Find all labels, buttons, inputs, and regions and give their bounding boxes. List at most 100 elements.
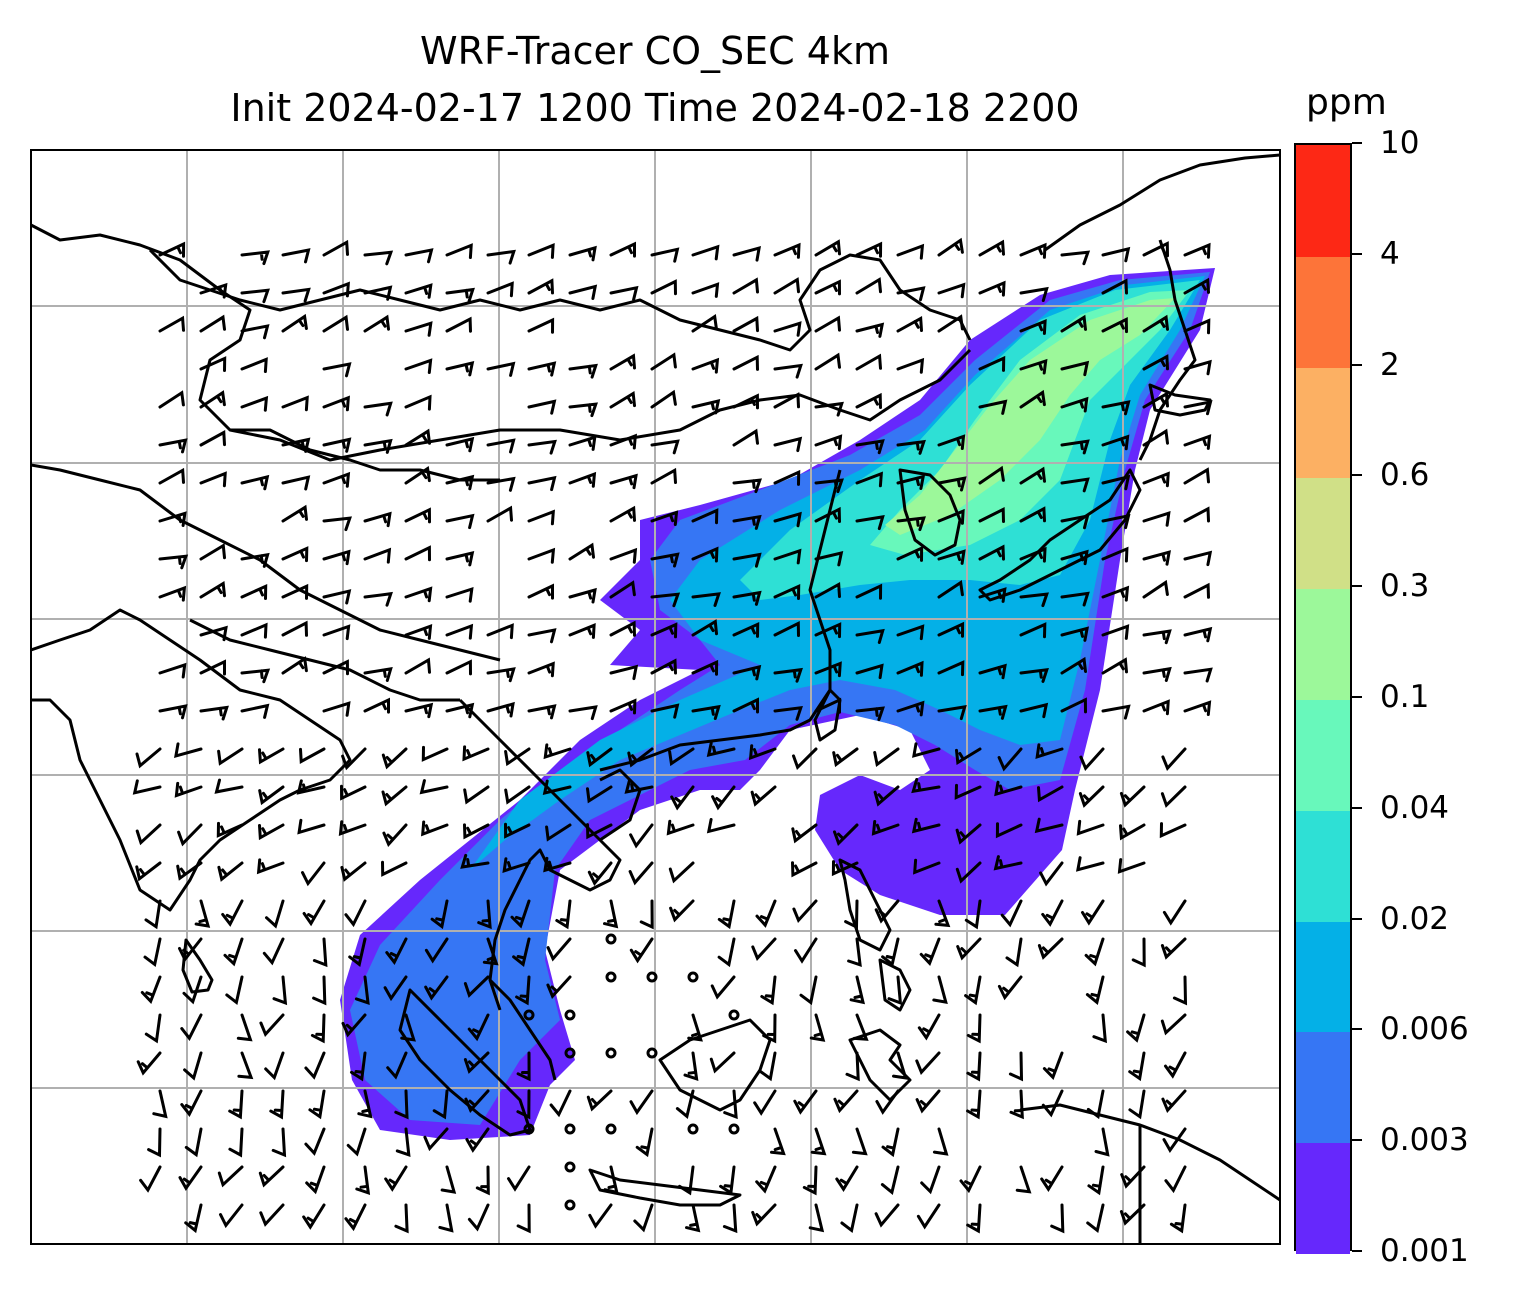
- wind-barb: [199, 314, 226, 333]
- wind-barb: [1183, 626, 1213, 643]
- calm-wind-marker: [605, 971, 617, 983]
- wind-barb: [650, 352, 677, 371]
- wind-barb: [445, 550, 475, 567]
- wind-barb: [687, 1013, 703, 1042]
- wind-barb: [792, 747, 818, 771]
- colorbar-tick: [1352, 142, 1362, 144]
- wind-barb: [1183, 550, 1213, 567]
- wind-barb: [709, 1051, 736, 1074]
- wind-barb: [527, 583, 554, 600]
- wind-barb: [259, 1203, 285, 1227]
- colorbar-tick: [1352, 363, 1362, 366]
- wind-barb: [236, 1013, 253, 1042]
- wind-barb: [143, 937, 162, 968]
- wind-barb: [791, 861, 818, 878]
- wind-barb: [223, 937, 244, 967]
- wind-barb: [873, 785, 900, 807]
- map-title-line1: WRF-Tracer CO_SEC 4km: [420, 29, 890, 73]
- wind-barb: [587, 861, 613, 886]
- wind-barb: [1183, 506, 1210, 523]
- wind-barb: [609, 547, 638, 564]
- wind-barb: [751, 1203, 777, 1227]
- wind-barb: [1060, 439, 1090, 455]
- wind-barb: [832, 747, 859, 768]
- wind-barb: [1128, 1089, 1146, 1120]
- wind-barb: [691, 659, 719, 676]
- wind-barb: [1060, 626, 1090, 642]
- wind-barb: [773, 277, 800, 295]
- wind-barb: [691, 398, 721, 415]
- wind-barb: [217, 747, 244, 766]
- wind-barb: [978, 399, 1008, 415]
- colorbar-tick-label: 0.006: [1380, 1011, 1469, 1048]
- wind-barb: [833, 823, 859, 847]
- calm-wind-marker: [605, 1047, 617, 1059]
- wind-barb: [424, 937, 449, 964]
- wind-barb: [507, 1165, 531, 1192]
- wind-barb: [182, 975, 203, 1005]
- wind-barb: [629, 1089, 654, 1116]
- wind-barb: [1019, 622, 1047, 639]
- wind-barb: [527, 399, 557, 415]
- wind-barb: [281, 287, 311, 303]
- wind-barb: [706, 818, 736, 834]
- wind-barb: [639, 899, 654, 930]
- wind-barb: [322, 471, 351, 488]
- wind-barb: [1060, 360, 1090, 377]
- wind-barb: [486, 667, 516, 683]
- wind-barb: [1164, 1165, 1187, 1194]
- wind-barb: [438, 1203, 454, 1233]
- wind-barb: [527, 317, 555, 334]
- wind-barb: [1101, 474, 1131, 491]
- wind-barb: [158, 554, 189, 570]
- wind-barb: [281, 475, 311, 491]
- wind-barb: [896, 474, 926, 490]
- wind-barb: [937, 314, 964, 333]
- wind-barb: [874, 899, 900, 924]
- wind-barb: [546, 937, 572, 962]
- wind-barb: [1142, 471, 1170, 488]
- wind-barb: [180, 1089, 203, 1117]
- wind-barb: [1035, 743, 1064, 759]
- wind-barb: [1086, 1203, 1105, 1234]
- wind-barb: [770, 1127, 786, 1156]
- wind-barb: [322, 701, 351, 717]
- wind-barb: [1039, 861, 1064, 887]
- wind-barb: [281, 313, 308, 333]
- wind-barb: [773, 469, 801, 486]
- wind-barb: [419, 779, 449, 795]
- wind-barb: [732, 277, 759, 295]
- wind-barb: [527, 361, 557, 377]
- wind-barb: [344, 899, 367, 928]
- wind-barb: [504, 747, 531, 767]
- wind-barb: [445, 702, 475, 719]
- wind-barb: [773, 706, 803, 721]
- wind-barb: [650, 552, 680, 568]
- colorbar-tick: [1352, 1139, 1362, 1142]
- wind-barb: [482, 937, 499, 966]
- wind-barb: [385, 937, 408, 965]
- wind-barb: [445, 243, 473, 259]
- wind-barb: [997, 975, 1023, 1001]
- wind-barb: [382, 823, 408, 848]
- wind-barb: [527, 278, 554, 295]
- wind-barb: [1060, 591, 1090, 607]
- colorbar-tick: [1352, 252, 1362, 255]
- wind-barb: [773, 548, 802, 565]
- wind-barb: [814, 550, 844, 567]
- wind-barb: [1009, 1089, 1024, 1120]
- wind-barb: [1041, 899, 1064, 927]
- wind-barb: [913, 858, 941, 875]
- wind-barb: [732, 393, 759, 410]
- wind-barb: [516, 1051, 531, 1082]
- wind-barb: [831, 860, 859, 877]
- calm-wind-marker: [564, 1199, 576, 1211]
- map-title-line2: Init 2024-02-17 1200 Time 2024-02-18 220…: [230, 86, 1080, 130]
- wind-barb: [542, 779, 572, 796]
- wind-barb: [1119, 823, 1146, 841]
- wind-barb: [240, 250, 270, 266]
- wind-barb: [240, 622, 268, 639]
- wind-barb: [549, 1089, 572, 1118]
- wind-barb: [394, 1203, 409, 1234]
- wind-barb: [814, 661, 842, 678]
